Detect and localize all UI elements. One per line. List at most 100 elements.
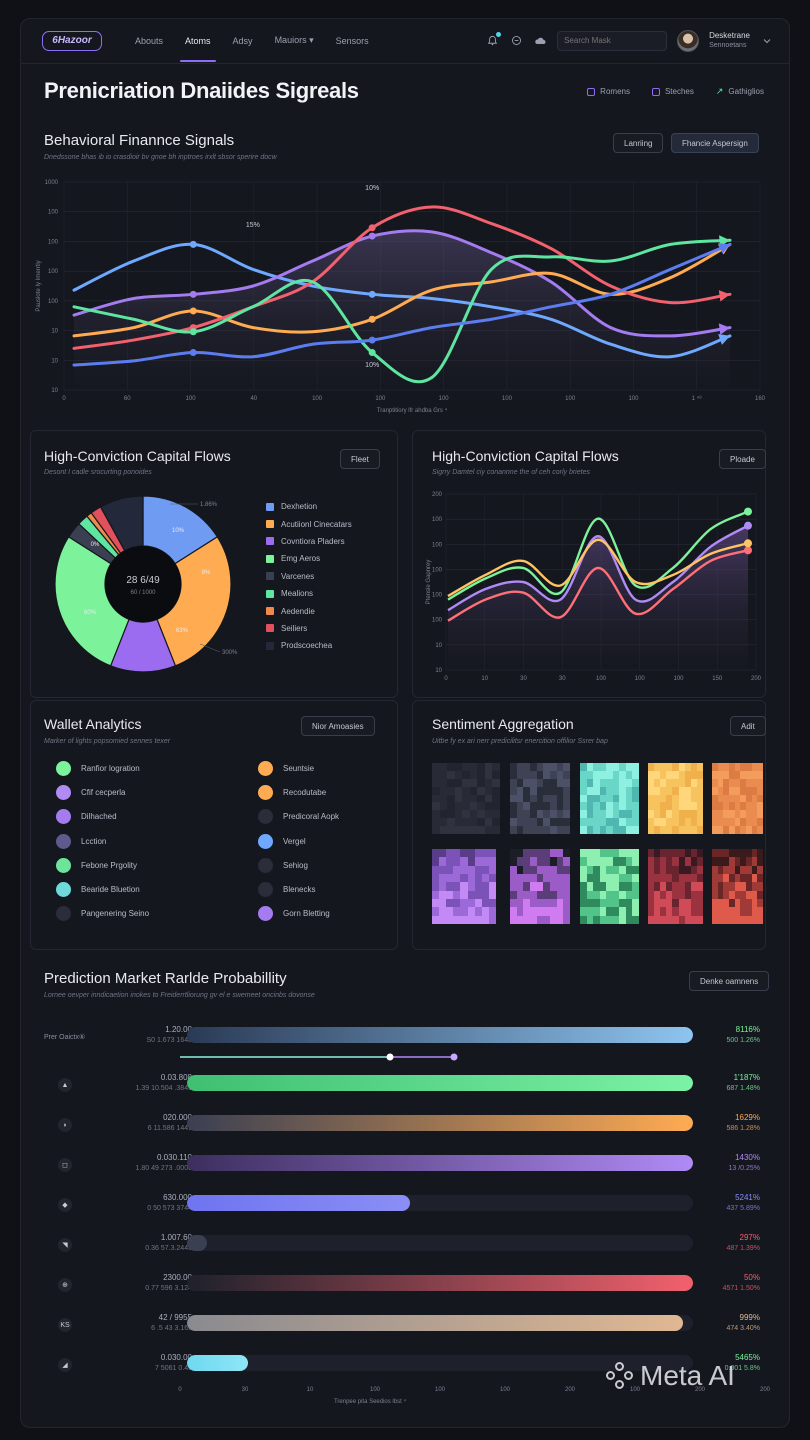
- heatmap-cell: [432, 907, 440, 916]
- gathiglios-action[interactable]: ↗ Gathiglios: [716, 86, 764, 97]
- heatmap-tile[interactable]: [510, 849, 570, 924]
- heatmap-cell: [740, 794, 746, 803]
- heatmap-cell: [481, 915, 489, 924]
- row-subvalue: 0 50 573 3744: [147, 1205, 192, 1212]
- heatmap-cell: [745, 794, 752, 803]
- heatmap-cell: [580, 898, 587, 908]
- nav-item[interactable]: Sensors: [335, 35, 369, 46]
- wallet-item[interactable]: Seuntsie: [258, 756, 339, 780]
- nav-item[interactable]: Abouts: [135, 35, 164, 46]
- nav-item[interactable]: Atoms: [174, 18, 222, 64]
- slider-handle[interactable]: [450, 1053, 458, 1061]
- heatmap-cell: [745, 898, 752, 908]
- wallet-label: Predicoral Aopk: [283, 812, 340, 822]
- heatmap-cell: [660, 778, 667, 787]
- search-input[interactable]: [557, 30, 668, 51]
- heatmap-tile[interactable]: [580, 763, 639, 834]
- heatmap-cell: [723, 898, 729, 908]
- heatmap-cell: [751, 915, 758, 924]
- fleet-button[interactable]: Fleet: [340, 449, 380, 469]
- heatmap-tile[interactable]: [432, 849, 496, 924]
- wallet-item[interactable]: Predicoral Aopk: [258, 805, 339, 829]
- wallet-item[interactable]: Blenecks: [258, 877, 339, 901]
- heatmap-tile[interactable]: [712, 849, 763, 924]
- heatmap-cell: [612, 818, 620, 827]
- fhancie-aspersign-button[interactable]: Fhancie Aspersign: [671, 133, 759, 153]
- probability-row[interactable]: ◢ 0.030.00 7 5061 0.45 5465% 0.001 5.8%: [44, 1350, 766, 1390]
- wallet-item[interactable]: Febone Prgolity: [56, 853, 149, 877]
- heatmap-cell: [654, 882, 661, 891]
- probability-row[interactable]: ▲ 0.03.808 1.39 10.504 .3845 1'187% 687 1.48…: [44, 1070, 766, 1110]
- heatmap-tile[interactable]: [648, 763, 703, 834]
- heatmap-tile[interactable]: [712, 763, 763, 834]
- heatmap-cell: [586, 818, 594, 827]
- legend-label: Seiliers: [281, 623, 308, 633]
- user-menu[interactable]: Desketrane Sennoetans: [709, 31, 750, 51]
- heatmap-cell: [467, 849, 475, 858]
- wallet-item[interactable]: Cfif cecperla: [56, 780, 149, 804]
- heatmap-cell: [467, 907, 475, 916]
- wallet-item[interactable]: Sehiog: [258, 853, 339, 877]
- heatmap-cell: [678, 802, 685, 811]
- probability-row[interactable]: ⊕ 2300.00 0.77 596 3.124 50% 4571 1.50%: [44, 1270, 766, 1310]
- row-value: 1.20.00: [165, 1025, 192, 1034]
- cloud-icon[interactable]: [533, 34, 547, 48]
- heatmap-cell: [632, 898, 639, 908]
- heatmap-cell: [469, 810, 478, 819]
- wallet-item[interactable]: Dilhached: [56, 805, 149, 829]
- heatmap-cell: [460, 857, 468, 866]
- bell-icon[interactable]: [485, 31, 502, 48]
- row-icon: KS: [58, 1318, 72, 1332]
- probability-row[interactable]: ◗ 020.000 6 11.586 1449 1629% 586 1.28%: [44, 1110, 766, 1150]
- heatmap-cell: [751, 770, 758, 779]
- wallet-item[interactable]: Gorn Bletting: [258, 902, 339, 926]
- probability-row[interactable]: ◻ 0.030.110 1.80 49 273 .0000 1430% 13 /0.25…: [44, 1150, 766, 1190]
- heatmap-tile[interactable]: [580, 849, 639, 924]
- heatmap-tile[interactable]: [510, 763, 570, 834]
- range-slider[interactable]: [178, 1050, 598, 1064]
- brand-logo[interactable]: 6Hazoor: [42, 30, 102, 51]
- probability-row[interactable]: ◆ 630.000 0 50 573 3744 5241% 437 5.89%: [44, 1190, 766, 1230]
- denke-oamnens-button[interactable]: Denke oamnens: [689, 971, 770, 991]
- ploade-button[interactable]: Ploade: [719, 449, 766, 469]
- heatmap-cell: [529, 898, 537, 908]
- chat-icon[interactable]: [509, 34, 523, 48]
- wallet-item[interactable]: Lcction: [56, 829, 149, 853]
- heatmap-cell: [536, 826, 544, 834]
- wallet-label: Cfif cecperla: [81, 787, 126, 797]
- heatmap-cell: [757, 770, 763, 779]
- wallet-item[interactable]: Recodutabe: [258, 780, 339, 804]
- probability-row[interactable]: 1.20.00 S0 1.673 1640 8116% 500 1.26%: [44, 1022, 766, 1062]
- wallet-item[interactable]: Pangenering Seino: [56, 902, 149, 926]
- slider-handle[interactable]: [386, 1053, 394, 1061]
- wallet-item[interactable]: Bearide Bluetion: [56, 877, 149, 901]
- nav-item[interactable]: Mauiors ▾: [274, 35, 314, 45]
- heatmap-cell: [678, 890, 685, 899]
- romens-action[interactable]: Romens: [587, 86, 630, 97]
- adit-button[interactable]: Adit: [730, 716, 766, 736]
- chevron-down-icon[interactable]: [760, 34, 774, 48]
- heatmap-cell: [619, 865, 626, 874]
- wallet-dot: [258, 906, 273, 922]
- probability-row[interactable]: ◥ 1.007.60 0.36 57.3.2446 297% 487 1.39%: [44, 1230, 766, 1270]
- nav-item[interactable]: Adsy: [232, 35, 253, 46]
- heatmap-cell: [723, 857, 729, 866]
- probability-row[interactable]: KS 42 / 9955 6 .5 43 3.165 999% 474 3.40%: [44, 1310, 766, 1350]
- wallet-item[interactable]: Ranfior logration: [56, 756, 149, 780]
- heatmap-tile[interactable]: [432, 763, 500, 834]
- user-avatar[interactable]: [677, 29, 700, 52]
- heatmap-cell: [612, 857, 620, 866]
- heatmap-cell: [728, 873, 735, 883]
- wallet-item[interactable]: Vergel: [258, 829, 339, 853]
- heatmap-cell: [690, 849, 697, 858]
- slice-label: 60%: [84, 610, 97, 616]
- nior-amoasies-button[interactable]: Nior Amoasies: [301, 716, 375, 736]
- heatmap-cell: [543, 770, 550, 779]
- heatmap-cell: [712, 818, 718, 827]
- steches-action[interactable]: Steches: [651, 86, 694, 97]
- heatmap-cell: [728, 865, 735, 874]
- heatmap-cell: [723, 890, 729, 899]
- heatmap-tile[interactable]: [648, 849, 703, 924]
- lanriing-button[interactable]: Lanriing: [613, 133, 664, 153]
- heatmap-cell: [666, 890, 673, 899]
